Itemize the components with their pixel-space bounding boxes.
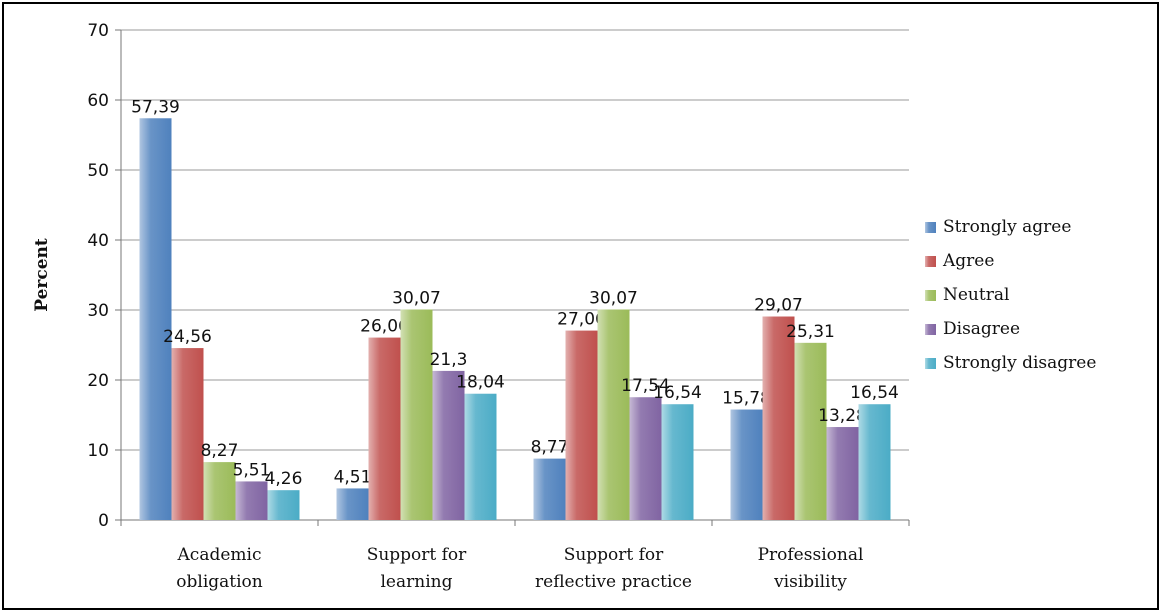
y-tick-label: 20: [87, 371, 109, 391]
data-label: 27,06: [557, 310, 606, 330]
bar-strongly-agree: [336, 488, 369, 520]
data-label: 16,54: [850, 383, 899, 403]
data-label: 16,54: [653, 383, 702, 403]
category-label: visibility: [773, 572, 847, 592]
y-tick-label: 0: [98, 511, 109, 531]
data-label: 18,04: [456, 373, 505, 393]
data-label: 26,06: [360, 317, 409, 337]
category-label: Academic: [177, 545, 262, 565]
bar-neutral: [794, 342, 827, 520]
data-label: 30,07: [392, 289, 441, 309]
legend-label: Disagree: [943, 319, 1020, 339]
bar-chart: 0 10 20 30 40 50 60 70 Percent 57,39 24,56 8,275,51…: [32, 21, 1096, 592]
bar-strongly-agree: [139, 118, 172, 521]
bar-agree: [762, 316, 795, 520]
bar-strongly-agree: [730, 409, 763, 520]
data-label: 21,3: [430, 350, 468, 370]
y-tick-label: 10: [87, 441, 109, 461]
bar-agree: [368, 337, 401, 520]
bar-strongly-agree: [533, 458, 566, 520]
category-label: learning: [381, 572, 453, 592]
data-label: 8,27: [201, 441, 239, 461]
bar-disagree: [235, 481, 268, 520]
legend-swatch: [925, 324, 936, 335]
y-tick-label: 30: [87, 301, 109, 321]
data-label: 13,28: [818, 406, 867, 426]
bar-strongly-disagree: [858, 404, 891, 520]
bar-disagree: [826, 427, 859, 520]
bar-disagree: [629, 397, 662, 520]
data-label: 17,54: [621, 376, 670, 396]
data-label: 4,51: [334, 467, 372, 487]
legend-label: Strongly disagree: [943, 353, 1096, 373]
data-label: 8,77: [531, 438, 569, 458]
bar-agree: [565, 330, 598, 520]
y-tick-label: 70: [87, 21, 109, 41]
data-label: 57,39: [131, 97, 180, 117]
legend-label: Agree: [942, 251, 994, 271]
category-label: reflective practice: [535, 572, 692, 592]
category-label: Professional: [758, 545, 864, 565]
legend-label: Neutral: [943, 285, 1009, 305]
category-label: Support for: [367, 545, 467, 565]
data-label: 25,31: [786, 322, 835, 342]
y-tick-label: 60: [87, 91, 109, 111]
category-label: obligation: [176, 572, 263, 592]
bar-neutral: [203, 462, 236, 520]
data-label: 5,51: [233, 460, 271, 480]
data-label: 30,07: [589, 289, 638, 309]
y-tick-label: 50: [87, 161, 109, 181]
bar-strongly-disagree: [464, 393, 497, 520]
bar-agree: [171, 348, 204, 520]
bar-neutral: [597, 309, 630, 520]
y-tick-label: 40: [87, 231, 109, 251]
y-axis-label: Percent: [32, 238, 52, 312]
category-label: Support for: [564, 545, 664, 565]
bar-strongly-disagree: [267, 490, 300, 520]
bar-disagree: [432, 370, 465, 520]
legend-swatch: [925, 222, 936, 233]
bar-neutral: [400, 309, 433, 520]
legend-label: Strongly agree: [943, 217, 1071, 237]
data-label: 4,26: [265, 469, 303, 489]
legend-swatch: [925, 290, 936, 301]
bar-strongly-disagree: [661, 404, 694, 520]
data-label: 29,07: [754, 296, 803, 316]
legend-swatch: [925, 256, 936, 267]
legend-swatch: [925, 358, 936, 369]
data-label: 15,78: [722, 389, 771, 409]
data-label: 24,56: [163, 327, 212, 347]
